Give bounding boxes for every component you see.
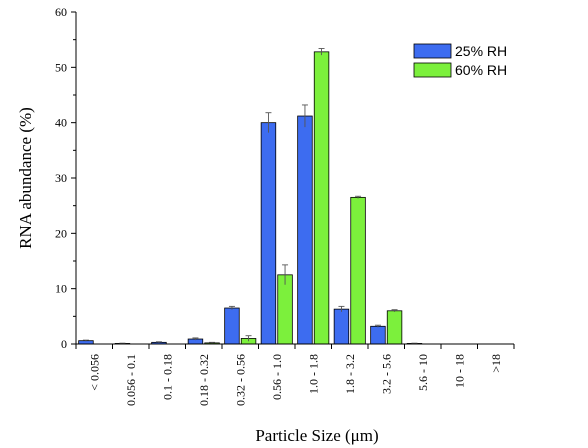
legend-swatch-0 bbox=[413, 43, 452, 59]
bar-rh25-6 bbox=[297, 115, 313, 345]
x-tick-label-2: 0.1 - 0.18 bbox=[160, 354, 174, 400]
x-tick-label-10: 10 - 18 bbox=[452, 354, 466, 388]
bar-rh60-8 bbox=[386, 310, 403, 345]
bars-layer bbox=[78, 51, 423, 345]
error-bar-rh60-7 bbox=[355, 195, 362, 199]
error-bar-rh25-3 bbox=[192, 337, 199, 341]
y-tick-label-2: 20 bbox=[55, 226, 67, 240]
bar-rh25-8 bbox=[370, 325, 386, 345]
x-tick-label-8: 3.2 - 5.6 bbox=[379, 354, 393, 394]
error-bar-rh60-8 bbox=[391, 309, 398, 312]
y-tick-label-5: 50 bbox=[55, 60, 67, 74]
error-bar-rh60-6 bbox=[318, 48, 325, 56]
y-tick-label-0: 0 bbox=[61, 337, 67, 351]
error-bar-rh25-8 bbox=[374, 324, 381, 328]
error-bar-rh25-2 bbox=[155, 341, 162, 343]
error-bar-rh25-7 bbox=[338, 305, 345, 312]
x-tick-label-5: 0.56 - 1.0 bbox=[270, 354, 284, 400]
legend-label-1: 60% RH bbox=[455, 62, 507, 78]
x-axis-title: Particle Size (μm) bbox=[255, 426, 378, 445]
y-tick-label-3: 30 bbox=[55, 171, 67, 185]
error-bar-rh60-4 bbox=[245, 335, 252, 342]
error-bar-rh25-0 bbox=[82, 339, 89, 342]
x-tick-label-6: 1.0 - 1.8 bbox=[306, 354, 320, 394]
axes-layer bbox=[71, 11, 515, 349]
legend: 25% RH 60% RH bbox=[413, 43, 507, 78]
error-bar-rh25-4 bbox=[228, 305, 235, 310]
bar-rh25-5 bbox=[260, 122, 277, 345]
x-tick-label-11: >18 bbox=[489, 354, 503, 373]
bar-rh25-4 bbox=[224, 307, 240, 345]
error-bar-rh60-3 bbox=[209, 341, 216, 344]
legend-item-rh60: 60% RH bbox=[413, 62, 507, 78]
y-tick-label-1: 10 bbox=[55, 282, 67, 296]
error-bar-rh60-5 bbox=[282, 264, 289, 285]
bar-rh60-5 bbox=[277, 274, 293, 345]
error-bar-rh25-5 bbox=[265, 112, 272, 133]
bar-rh60-7 bbox=[350, 196, 366, 345]
error-bars-layer bbox=[82, 48, 418, 344]
y-tick-label-4: 40 bbox=[55, 116, 67, 130]
error-bar-rh25-6 bbox=[301, 104, 308, 128]
x-tick-label-4: 0.32 - 0.56 bbox=[233, 354, 247, 406]
x-tick-label-1: 0.056 - 0.1 bbox=[124, 354, 138, 406]
legend-label-0: 25% RH bbox=[455, 43, 507, 59]
x-tick-label-9: 5.6 - 10 bbox=[416, 354, 430, 391]
x-tick-label-3: 0.18 - 0.32 bbox=[197, 354, 211, 406]
x-tick-label-7: 1.8 - 3.2 bbox=[343, 354, 357, 394]
x-tick-label-0: < 0.056 bbox=[87, 354, 101, 391]
bar-rh60-6 bbox=[313, 51, 330, 345]
bar-rh25-7 bbox=[333, 308, 350, 345]
tick-labels-layer: 0 10 20 30 40 50 60 < 0.056 0.056 - 0.1 0.1 - 0.1… bbox=[55, 5, 503, 406]
legend-swatch-1 bbox=[413, 62, 452, 78]
y-axis-title: RNA abundance (%) bbox=[16, 107, 35, 249]
legend-item-rh25: 25% RH bbox=[413, 43, 507, 59]
y-tick-label-6: 60 bbox=[55, 5, 67, 19]
